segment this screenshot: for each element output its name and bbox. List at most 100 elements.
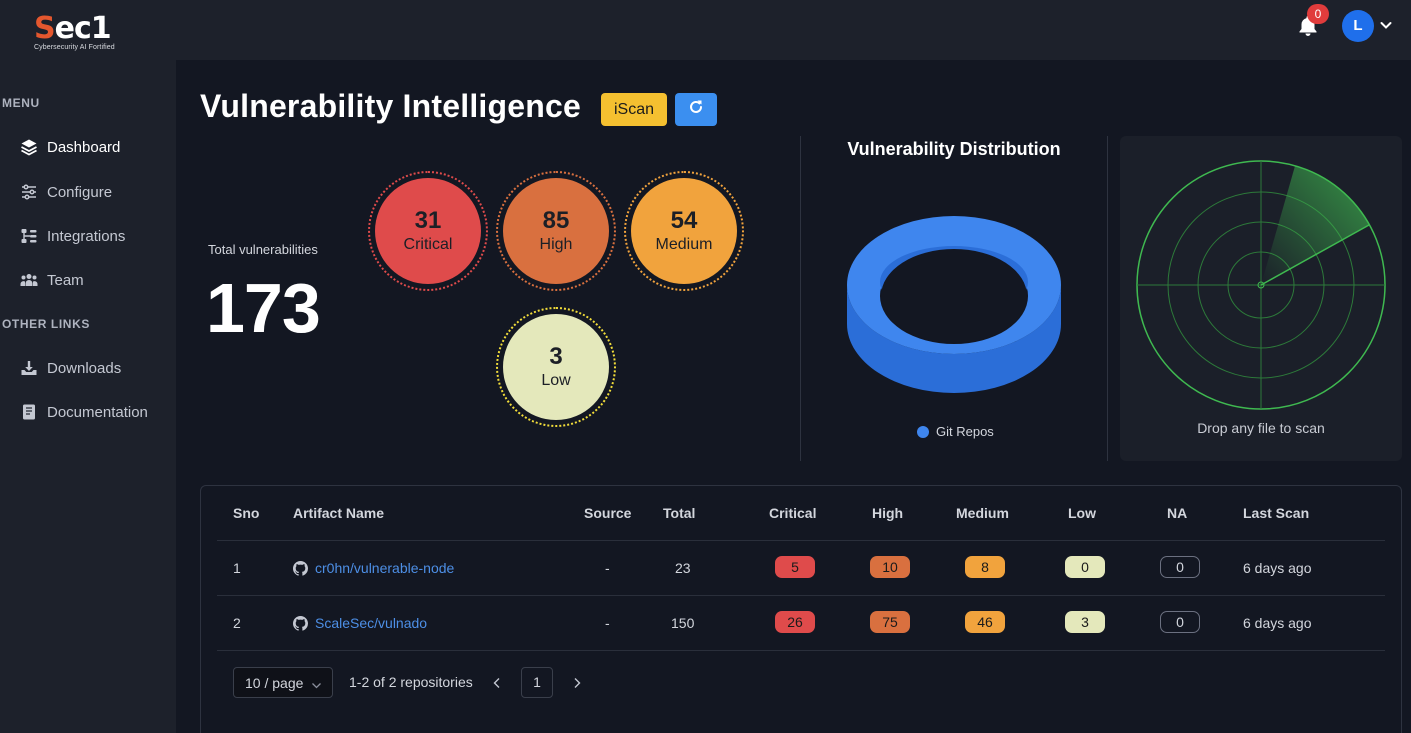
critical-count: 31	[414, 207, 442, 234]
github-icon	[293, 560, 308, 576]
page-number-button[interactable]: 1	[521, 667, 553, 698]
artifact-link[interactable]: cr0hn/vulnerable-node	[293, 560, 454, 576]
sidebar-item-label: Team	[47, 271, 84, 289]
critical-bubble: 31 Critical	[368, 171, 488, 291]
sidebar-item-label: Documentation	[47, 403, 148, 421]
divider	[1107, 136, 1108, 461]
row-divider	[217, 650, 1385, 651]
cell-last-scan: 6 days ago	[1243, 560, 1312, 576]
sidebar-item-configure[interactable]: Configure	[20, 180, 112, 204]
chevron-left-icon[interactable]	[489, 675, 505, 691]
sidebar-item-downloads[interactable]: Downloads	[20, 356, 121, 380]
page-size-value: 10 / page	[245, 674, 304, 691]
cell-last-scan: 6 days ago	[1243, 615, 1312, 631]
book-icon	[20, 403, 38, 421]
distribution-donut-chart	[847, 216, 1061, 393]
na-count-badge: 0	[1160, 556, 1200, 578]
sidebar-item-team[interactable]: Team	[20, 268, 84, 292]
sidebar: MENU Dashboard Configure Integrations Te…	[0, 60, 176, 733]
integrations-icon	[20, 227, 38, 245]
sidebar-item-label: Integrations	[47, 227, 126, 245]
top-bar: Sec1 Cybersecurity AI Fortified 0 L	[0, 0, 1411, 60]
col-header-low: Low	[1068, 505, 1096, 521]
col-header-last-scan: Last Scan	[1243, 505, 1310, 521]
pagination-info: 1-2 of 2 repositories	[349, 674, 473, 690]
layers-icon	[20, 138, 38, 156]
total-vulnerabilities-value: 173	[206, 269, 321, 347]
col-header-artifact-name: Artifact Name	[293, 505, 385, 521]
donut-hole-inner	[881, 249, 1027, 343]
col-header-source: Source	[584, 505, 632, 521]
na-count-badge: 0	[1160, 611, 1200, 633]
medium-bubble: 54 Medium	[624, 171, 744, 291]
cell-source: -	[605, 560, 610, 576]
artifact-name: ScaleSec/vulnado	[315, 615, 428, 631]
high-count-badge: 10	[870, 556, 910, 578]
sidebar-item-label: Downloads	[47, 359, 122, 377]
iscan-button[interactable]: iScan	[601, 93, 667, 126]
artifact-name: cr0hn/vulnerable-node	[315, 560, 455, 576]
medium-bubble-inner: 54 Medium	[631, 178, 737, 284]
team-icon	[20, 271, 38, 289]
drop-file-text: Drop any file to scan	[1197, 420, 1325, 436]
logo-wordmark: Sec1	[34, 11, 112, 46]
file-drop-zone[interactable]: Drop any file to scan	[1120, 136, 1402, 461]
refresh-button[interactable]	[675, 93, 717, 126]
medium-count-badge: 8	[965, 556, 1005, 578]
col-header-critical: Critical	[769, 505, 817, 521]
github-icon	[293, 615, 308, 631]
col-header-total: Total	[663, 505, 696, 521]
page-title: Vulnerability Intelligence	[200, 88, 581, 124]
cell-total: 23	[675, 560, 691, 576]
chevron-right-icon[interactable]	[569, 675, 585, 691]
cell-total: 150	[671, 615, 695, 631]
low-count-badge: 0	[1065, 556, 1105, 578]
low-count-badge: 3	[1065, 611, 1105, 633]
high-label: High	[539, 236, 573, 253]
artifact-link[interactable]: ScaleSec/vulnado	[293, 615, 427, 631]
other-links-heading: OTHER LINKS	[2, 317, 90, 331]
low-count: 3	[549, 343, 563, 370]
critical-count-badge: 5	[775, 556, 815, 578]
high-bubble: 85 High	[496, 171, 616, 291]
critical-label: Critical	[403, 236, 453, 253]
col-header-high: High	[872, 505, 904, 521]
download-icon	[20, 359, 38, 377]
high-bubble-inner: 85 High	[503, 178, 609, 284]
divider	[800, 136, 801, 461]
sidebar-item-dashboard[interactable]: Dashboard	[20, 135, 120, 159]
chevron-down-icon[interactable]	[1379, 18, 1393, 32]
high-count-badge: 75	[870, 611, 910, 633]
sidebar-item-label: Configure	[47, 183, 113, 201]
cell-sno: 2	[233, 615, 241, 631]
low-bubble-inner: 3 Low	[503, 314, 609, 420]
donut-slice-git-repos-side	[847, 285, 1061, 393]
high-count: 85	[542, 207, 570, 234]
page-size-select[interactable]: 10 / page	[233, 667, 333, 698]
col-header-sno: Sno	[233, 505, 260, 521]
notification-badge: 0	[1307, 4, 1329, 24]
radar-graphic	[1136, 160, 1386, 410]
critical-bubble-inner: 31 Critical	[375, 178, 481, 284]
legend-dot	[917, 425, 929, 438]
critical-count-badge: 26	[775, 611, 815, 633]
legend-label: Git Repos	[936, 424, 994, 439]
sidebar-item-integrations[interactable]: Integrations	[20, 224, 125, 248]
legend-git-repos[interactable]: Git Repos	[917, 424, 994, 439]
sidebar-item-label: Dashboard	[47, 138, 121, 156]
sec1-logo[interactable]: Sec1 Cybersecurity AI Fortified	[34, 14, 128, 58]
total-vulnerabilities-label: Total vulnerabilities	[208, 242, 318, 257]
medium-count: 54	[670, 207, 698, 234]
row-divider	[217, 595, 1385, 596]
user-avatar[interactable]: L	[1342, 10, 1374, 42]
medium-label: Medium	[655, 236, 713, 253]
menu-heading: MENU	[2, 96, 40, 110]
logo-tagline: Cybersecurity AI Fortified	[34, 44, 115, 51]
artifacts-table: Sno Artifact Name Source Total Critical …	[200, 485, 1402, 733]
low-label: Low	[541, 372, 571, 389]
distribution-title: Vulnerability Distribution	[847, 139, 1061, 159]
sliders-icon	[20, 183, 38, 201]
row-divider	[217, 540, 1385, 541]
cell-sno: 1	[233, 560, 241, 576]
sidebar-item-documentation[interactable]: Documentation	[20, 400, 148, 424]
